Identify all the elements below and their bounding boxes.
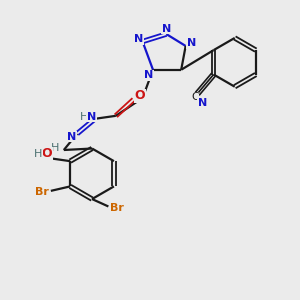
Text: N: N <box>144 70 153 80</box>
Text: Br: Br <box>35 188 49 197</box>
Text: N: N <box>87 112 96 122</box>
Text: C: C <box>191 92 199 102</box>
Text: Br: Br <box>110 203 124 213</box>
Text: O: O <box>42 147 52 160</box>
Text: N: N <box>134 34 144 44</box>
Text: N: N <box>187 38 196 48</box>
Text: N: N <box>162 24 171 34</box>
Text: N: N <box>198 98 207 108</box>
Text: N: N <box>67 132 76 142</box>
Text: H: H <box>51 142 59 153</box>
Text: H: H <box>34 149 42 159</box>
Text: H: H <box>80 112 88 122</box>
Text: O: O <box>134 89 145 102</box>
